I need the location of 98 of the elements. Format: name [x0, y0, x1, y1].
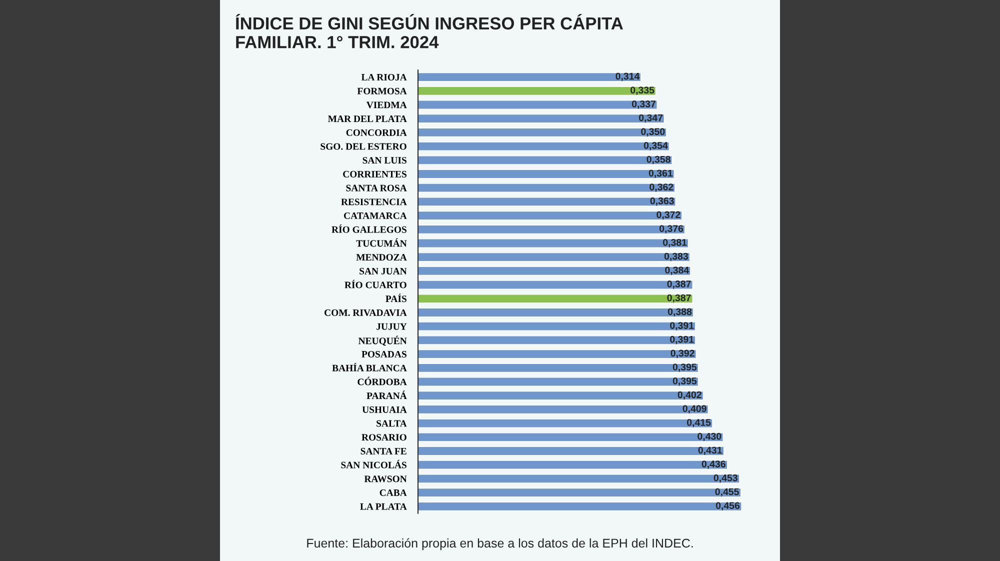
data-label: 0,347: [639, 114, 663, 123]
data-label: 0,391: [670, 336, 694, 344]
bar: [418, 488, 742, 498]
data-label: 0,350: [641, 128, 665, 136]
y-tick-label: RESISTENCIA: [341, 198, 407, 206]
data-label: 0,335: [630, 86, 654, 95]
y-tick-label: TUCUMÁN: [356, 238, 407, 247]
bar: [418, 210, 682, 220]
y-tick-label: CONCORDIA: [346, 129, 407, 136]
bar: [418, 238, 689, 248]
y-tick-label: FORMOSA: [357, 88, 407, 94]
bar: [418, 156, 672, 165]
data-label: 0,384: [665, 266, 690, 275]
bar: [418, 418, 713, 428]
y-tick-label: BAHÍA BLANCA: [332, 362, 407, 372]
y-tick-label: SAN LUIS: [362, 157, 406, 164]
bar: [418, 252, 690, 262]
data-label: 0,358: [646, 156, 670, 164]
data-label: 0,436: [702, 460, 726, 469]
data-label: 0,395: [672, 377, 697, 386]
bar: [418, 432, 724, 442]
bar: [418, 460, 728, 470]
y-tick-label: SAN NICOLÁS: [341, 460, 406, 468]
y-tick-label: CORRIENTES: [343, 170, 406, 178]
data-label: 0,430: [698, 432, 722, 442]
bar: [418, 100, 658, 110]
bar: [418, 169, 674, 179]
y-tick-label: VIEDMA: [366, 102, 407, 108]
bar: [418, 390, 704, 400]
data-label: 0,415: [687, 419, 711, 428]
bar: [418, 72, 642, 82]
y-tick-label: PAÍS: [386, 294, 406, 302]
chart-title: ÍNDICE DE GINI SEGÚN INGRESO PER CÁPITA FAMILIAR. 1° TRIM. 2024: [236, 14, 623, 48]
bar: [418, 183, 676, 192]
data-label: 0,363: [650, 197, 674, 206]
bar: [418, 336, 696, 345]
bar: [418, 474, 740, 484]
bar: [418, 280, 693, 290]
y-tick-label: RÍO CUARTO: [344, 280, 406, 288]
y-tick-label: RAWSON: [364, 476, 407, 482]
y-tick-label: MAR DEL PLATA: [328, 116, 407, 122]
data-label: 0,376: [659, 225, 684, 234]
y-tick-label: MENDOZA: [356, 254, 407, 261]
y-tick-label: PARANÁ: [366, 390, 407, 399]
data-label: 0,402: [678, 391, 702, 400]
bar: [418, 128, 667, 138]
y-tick-label: LA PLATA: [360, 503, 407, 510]
bar: [418, 114, 665, 124]
bar: [418, 404, 709, 414]
data-label: 0,456: [716, 502, 740, 510]
data-label: 0,387: [667, 294, 691, 303]
y-tick-label: CATAMARCA: [344, 212, 407, 220]
y-tick-label: SANTA FE: [360, 448, 406, 454]
data-label: 0,314: [616, 72, 640, 82]
bar: [418, 197, 676, 206]
y-tick-label: SALTA: [376, 420, 407, 427]
y-tick-label: JUJUY: [376, 323, 407, 330]
y-tick-label: CABA: [380, 489, 407, 496]
data-label: 0,361: [648, 170, 673, 178]
bar: [418, 363, 699, 373]
bar: [418, 502, 742, 512]
data-label: 0,453: [714, 474, 738, 483]
data-label: 0,409: [682, 405, 706, 414]
y-tick-label: CÓRDOBA: [358, 376, 407, 386]
source-note: Fuente: Elaboración propia en base a los datos de la EPH del INDEC.: [307, 538, 693, 550]
data-label: 0,383: [664, 252, 688, 262]
bar: [418, 224, 686, 234]
data-label: 0,337: [632, 100, 656, 109]
data-label: 0,388: [668, 308, 692, 317]
bar: [418, 86, 656, 96]
y-tick-label: ROSARIO: [362, 434, 406, 441]
data-label: 0,354: [644, 142, 668, 150]
data-label: 0,431: [698, 446, 722, 456]
y-tick-label: SAN JUAN: [360, 268, 407, 274]
bar: [418, 377, 699, 386]
data-label: 0,395: [672, 364, 697, 372]
y-tick-label: SANTA ROSA: [346, 184, 407, 192]
y-tick-label: USHUAIA: [362, 406, 407, 413]
bar: [418, 349, 696, 359]
bar: [418, 142, 670, 151]
data-label: 0,372: [656, 211, 680, 220]
data-label: 0,455: [715, 488, 739, 497]
data-label: 0,391: [670, 322, 694, 330]
y-tick-label: COM. RIVADAVIA: [324, 309, 407, 316]
data-label: 0,381: [663, 238, 687, 248]
data-label: 0,392: [670, 350, 694, 358]
bar: [418, 294, 693, 304]
y-tick-label: NEUQUÉN: [358, 336, 407, 346]
bar: [418, 266, 691, 276]
bar: [418, 308, 694, 318]
y-tick-label: POSADAS: [362, 350, 406, 358]
bar: [418, 322, 696, 331]
y-tick-label: RÍO GALLEGOS: [332, 224, 406, 233]
data-label: 0,362: [650, 184, 674, 192]
y-tick-label: SGO. DEL ESTERO: [320, 143, 406, 150]
y-tick-label: LA RIOJA: [361, 74, 407, 81]
data-label: 0,387: [667, 280, 691, 289]
bar: [418, 446, 724, 456]
